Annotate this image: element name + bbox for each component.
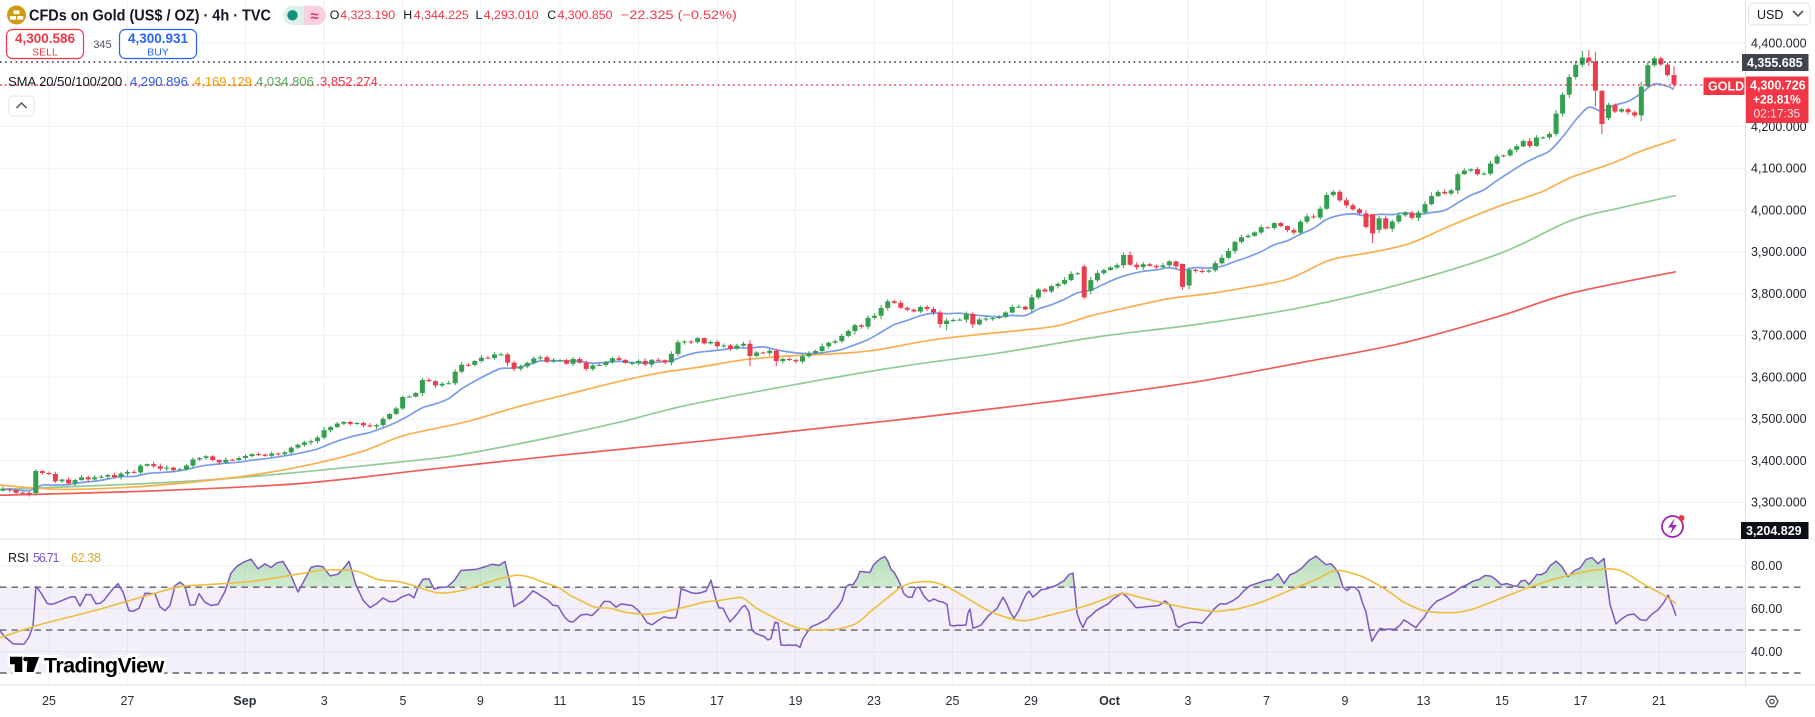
svg-text:56.71: 56.71 [33, 551, 60, 565]
svg-text:3,700.000: 3,700.000 [1751, 329, 1807, 343]
svg-text:C: C [547, 8, 556, 22]
svg-text:3,204.829: 3,204.829 [1746, 524, 1802, 538]
svg-text:80.00: 80.00 [1751, 559, 1782, 573]
svg-text:19: 19 [789, 694, 803, 708]
svg-text:Oct: Oct [1099, 694, 1121, 708]
svg-text:SELL: SELL [32, 47, 58, 59]
svg-text:GOLD: GOLD [1708, 80, 1744, 94]
svg-text:4,300.586: 4,300.586 [15, 31, 76, 46]
svg-text:3,600.000: 3,600.000 [1751, 370, 1807, 384]
svg-text:4,200.000: 4,200.000 [1751, 120, 1807, 134]
svg-text:5: 5 [400, 694, 407, 708]
svg-text:USD: USD [1757, 8, 1783, 22]
svg-text:SMA 20/50/100/200: SMA 20/50/100/200 [8, 74, 122, 89]
svg-text:O: O [330, 8, 340, 22]
svg-text:Sep: Sep [233, 694, 256, 708]
svg-text:7: 7 [1263, 694, 1270, 708]
svg-text:15: 15 [1495, 694, 1509, 708]
svg-text:H: H [403, 8, 412, 22]
svg-text:4,100.000: 4,100.000 [1751, 162, 1807, 176]
svg-text:4,355.685: 4,355.685 [1747, 56, 1803, 70]
svg-text:TradingView: TradingView [44, 654, 165, 678]
svg-text:3,500.000: 3,500.000 [1751, 412, 1807, 426]
svg-text:4,290.896: 4,290.896 [130, 74, 188, 89]
svg-text:≈: ≈ [310, 8, 318, 25]
svg-text:11: 11 [554, 694, 567, 708]
svg-text:L: L [476, 8, 483, 22]
svg-text:−22.325 (−0.52%): −22.325 (−0.52%) [621, 8, 737, 22]
svg-text:40.00: 40.00 [1751, 645, 1782, 659]
svg-text:4,293.010: 4,293.010 [484, 8, 539, 22]
svg-text:23: 23 [867, 694, 881, 708]
svg-text:3,900.000: 3,900.000 [1751, 245, 1807, 259]
svg-text:25: 25 [946, 694, 960, 708]
svg-text:9: 9 [477, 694, 484, 708]
svg-text:29: 29 [1024, 694, 1038, 708]
svg-text:+28.81%: +28.81% [1753, 93, 1801, 107]
svg-text:9: 9 [1342, 694, 1349, 708]
svg-text:TradingView: TradingView [44, 654, 165, 678]
svg-text:17: 17 [1574, 694, 1588, 708]
svg-text:3,400.000: 3,400.000 [1751, 454, 1807, 468]
svg-text:3: 3 [321, 694, 328, 708]
svg-text:17: 17 [710, 694, 724, 708]
svg-text:BUY: BUY [147, 47, 169, 59]
svg-text:CFDs on Gold (US$ / OZ) · 4h ·: CFDs on Gold (US$ / OZ) · 4h · TVC [29, 8, 271, 25]
svg-text:4,400.000: 4,400.000 [1751, 36, 1807, 50]
svg-text:15: 15 [632, 694, 646, 708]
svg-text:3,300.000: 3,300.000 [1751, 496, 1807, 510]
svg-text:RSI: RSI [8, 551, 29, 565]
svg-text:4,323.190: 4,323.190 [340, 8, 395, 22]
svg-text:4,300.931: 4,300.931 [128, 31, 189, 46]
svg-text:13: 13 [1417, 694, 1431, 708]
svg-text:60.00: 60.00 [1751, 602, 1782, 616]
svg-text:27: 27 [120, 694, 134, 708]
svg-text:4,344.225: 4,344.225 [414, 8, 469, 22]
svg-text:4,169.129: 4,169.129 [194, 74, 252, 89]
svg-text:3,800.000: 3,800.000 [1751, 287, 1807, 301]
svg-text:4,000.000: 4,000.000 [1751, 203, 1807, 217]
svg-text:02:17:35: 02:17:35 [1754, 107, 1801, 121]
svg-text:3,852.274: 3,852.274 [320, 74, 378, 89]
svg-text:25: 25 [42, 694, 56, 708]
svg-text:4,300.726: 4,300.726 [1750, 79, 1806, 93]
svg-text:21: 21 [1652, 694, 1666, 708]
svg-text:4,300.850: 4,300.850 [558, 8, 613, 22]
svg-text:4,034.806: 4,034.806 [256, 74, 314, 89]
svg-text:3: 3 [1185, 694, 1192, 708]
svg-text:62.38: 62.38 [71, 551, 101, 565]
svg-text:345: 345 [93, 39, 111, 51]
